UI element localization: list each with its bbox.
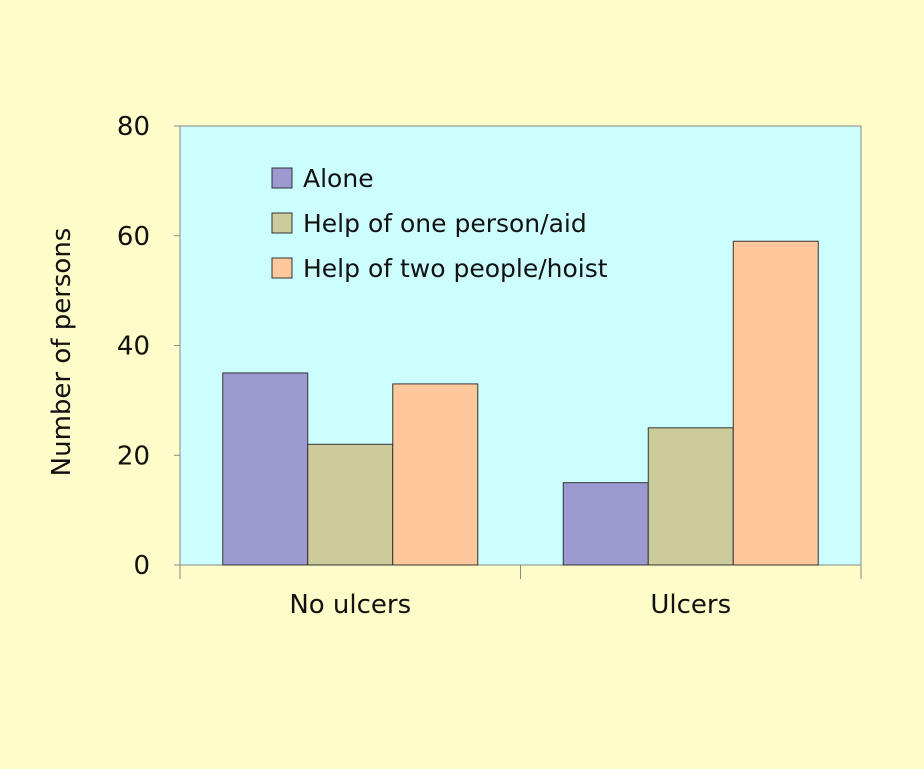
legend: Alone Help of one person/aid Help of two p…	[271, 164, 608, 283]
legend-label: Help of two people/hoist	[303, 254, 608, 283]
bar	[307, 443, 394, 566]
legend-label: Help of one person/aid	[303, 209, 587, 238]
legend-swatch	[271, 257, 293, 279]
y-tick-label: 60	[117, 222, 150, 252]
bars	[222, 240, 819, 566]
bar	[732, 240, 819, 566]
legend-swatch	[271, 167, 293, 189]
y-tick-label: 40	[117, 332, 150, 362]
bar	[392, 383, 479, 566]
bar	[647, 427, 734, 566]
bar	[562, 482, 649, 566]
y-axis-label: Number of persons	[47, 228, 77, 477]
y-axis: 0 20 40 60 80	[117, 112, 180, 581]
bar	[222, 372, 309, 566]
y-tick-label: 80	[117, 112, 150, 142]
y-tick-label: 20	[117, 441, 150, 471]
x-axis: No ulcers Ulcers	[179, 565, 862, 620]
legend-swatch	[271, 212, 293, 234]
x-category-label: Ulcers	[650, 590, 731, 620]
x-category-label: No ulcers	[289, 590, 411, 620]
legend-label: Alone	[303, 164, 374, 193]
y-tick-label: 0	[133, 551, 150, 581]
